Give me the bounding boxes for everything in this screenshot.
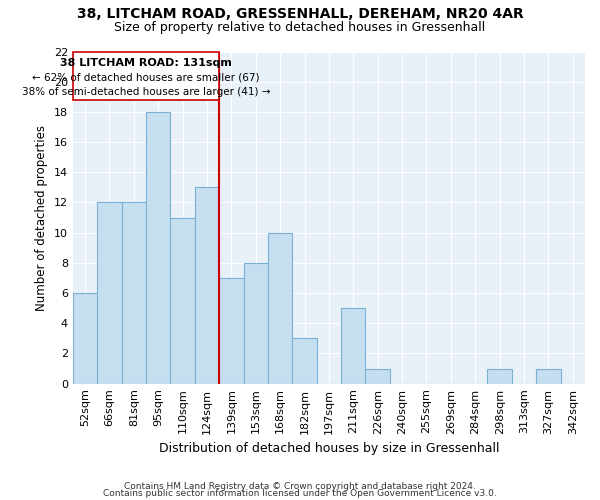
X-axis label: Distribution of detached houses by size in Gressenhall: Distribution of detached houses by size … bbox=[158, 442, 499, 455]
Bar bbox=[292, 338, 317, 384]
Text: 38, LITCHAM ROAD, GRESSENHALL, DEREHAM, NR20 4AR: 38, LITCHAM ROAD, GRESSENHALL, DEREHAM, … bbox=[77, 8, 523, 22]
Bar bbox=[536, 368, 560, 384]
Bar bbox=[170, 218, 195, 384]
Text: 38 LITCHAM ROAD: 131sqm: 38 LITCHAM ROAD: 131sqm bbox=[60, 58, 232, 68]
Bar bbox=[487, 368, 512, 384]
Bar bbox=[122, 202, 146, 384]
Bar bbox=[244, 263, 268, 384]
Bar bbox=[365, 368, 390, 384]
Y-axis label: Number of detached properties: Number of detached properties bbox=[35, 124, 48, 310]
Text: Contains public sector information licensed under the Open Government Licence v3: Contains public sector information licen… bbox=[103, 489, 497, 498]
Bar bbox=[195, 188, 219, 384]
FancyBboxPatch shape bbox=[73, 52, 219, 100]
Text: Contains HM Land Registry data © Crown copyright and database right 2024.: Contains HM Land Registry data © Crown c… bbox=[124, 482, 476, 491]
Text: 38% of semi-detached houses are larger (41) →: 38% of semi-detached houses are larger (… bbox=[22, 87, 270, 97]
Bar bbox=[219, 278, 244, 384]
Text: ← 62% of detached houses are smaller (67): ← 62% of detached houses are smaller (67… bbox=[32, 72, 260, 83]
Bar bbox=[341, 308, 365, 384]
Text: Size of property relative to detached houses in Gressenhall: Size of property relative to detached ho… bbox=[115, 21, 485, 34]
Bar bbox=[73, 293, 97, 384]
Bar bbox=[97, 202, 122, 384]
Bar bbox=[268, 232, 292, 384]
Bar bbox=[146, 112, 170, 384]
